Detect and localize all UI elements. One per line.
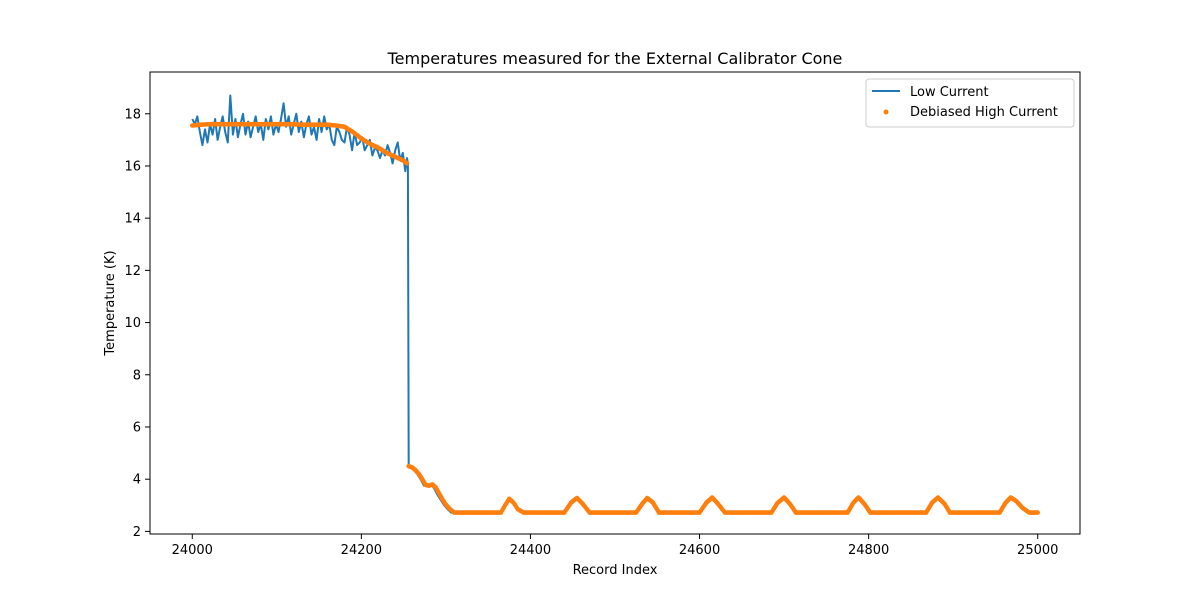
x-tick-label: 24000 <box>172 543 213 558</box>
y-tick-label: 6 <box>133 420 141 435</box>
y-tick-label: 4 <box>133 473 141 488</box>
legend-box <box>865 78 1075 128</box>
y-tick-label: 14 <box>124 212 141 227</box>
x-axis: 24000 24200 24400 24600 24800 25000 <box>172 534 1058 558</box>
scatter-point <box>1035 510 1040 515</box>
y-tick-label: 2 <box>133 525 141 540</box>
y-tick-label: 10 <box>124 316 141 331</box>
plot-background <box>150 72 1080 534</box>
legend: Low Current Debiased High Current <box>865 78 1075 128</box>
chart-title: Temperatures measured for the External C… <box>387 49 843 68</box>
x-tick-label: 25000 <box>1017 543 1058 558</box>
legend-label-debiased-high-current: Debiased High Current <box>910 105 1058 120</box>
y-axis: 2 4 6 8 10 12 14 16 18 <box>124 107 150 540</box>
x-tick-label: 24200 <box>341 543 382 558</box>
legend-swatch-debiased-high-current <box>883 109 889 115</box>
x-axis-label: Record Index <box>573 563 658 578</box>
y-tick-label: 18 <box>124 107 141 122</box>
y-tick-label: 16 <box>124 159 141 174</box>
legend-label-low-current: Low Current <box>910 85 989 100</box>
plot-frame <box>149 71 1081 535</box>
y-tick-label: 12 <box>124 264 141 279</box>
x-tick-label: 24600 <box>679 543 720 558</box>
series-layer <box>190 94 1040 515</box>
plot-area <box>149 71 1081 535</box>
x-tick-label: 24800 <box>848 543 889 558</box>
series-scatter-debiased-high-current <box>190 121 1040 515</box>
y-tick-label: 8 <box>133 368 141 383</box>
scatter-point <box>404 161 410 166</box>
x-tick-label: 24400 <box>510 543 551 558</box>
y-axis-label: Temperature (K) <box>103 250 118 356</box>
